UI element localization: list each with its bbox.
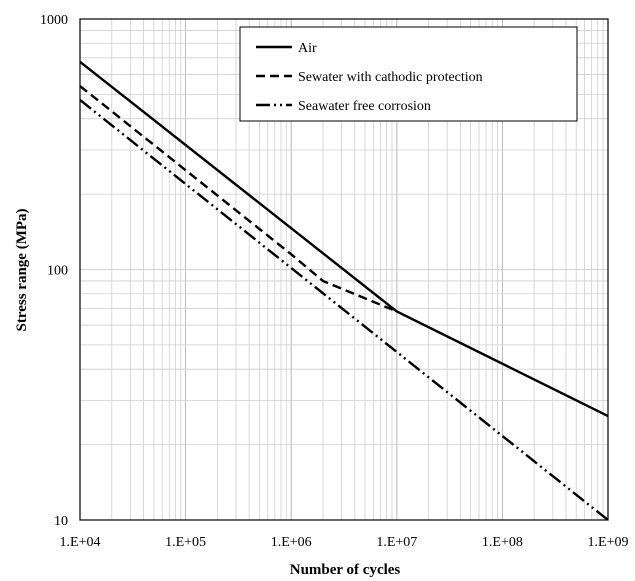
y-tick-label: 1000 xyxy=(40,13,68,28)
series-line-2 xyxy=(79,85,398,313)
legend-box xyxy=(239,26,578,122)
x-tick-label: 1.E+09 xyxy=(588,535,629,550)
x-tick-label: 1.E+08 xyxy=(482,535,523,550)
tick-labels: 1.E+04 1.E+05 1.E+06 1.E+07 1.E+08 1.E+09 10 10… xyxy=(40,13,628,550)
x-tick-label: 1.E+05 xyxy=(165,535,206,550)
legend-label-2: Sewater with cathodic protection xyxy=(298,70,483,85)
y-tick-label: 10 xyxy=(54,514,68,529)
series-lines xyxy=(79,60,609,521)
x-tick-label: 1.E+06 xyxy=(271,535,312,550)
legend: Air Sewater with cathodic protection Seawa… xyxy=(239,26,578,122)
grid-lines xyxy=(79,18,609,521)
plot-frame xyxy=(79,18,609,521)
legend-label-3: Seawater free corrosion xyxy=(298,99,431,114)
y-axis-label: Stress range (MPa) xyxy=(14,208,30,331)
x-tick-label: 1.E+07 xyxy=(376,535,417,550)
legend-label-1: Air xyxy=(298,41,317,56)
x-axis-label: Number of cycles xyxy=(290,562,401,578)
series-line-1 xyxy=(79,60,609,418)
y-tick-label: 100 xyxy=(47,264,68,279)
x-tick-label: 1.E+04 xyxy=(60,535,101,550)
series-line-3 xyxy=(79,99,609,521)
